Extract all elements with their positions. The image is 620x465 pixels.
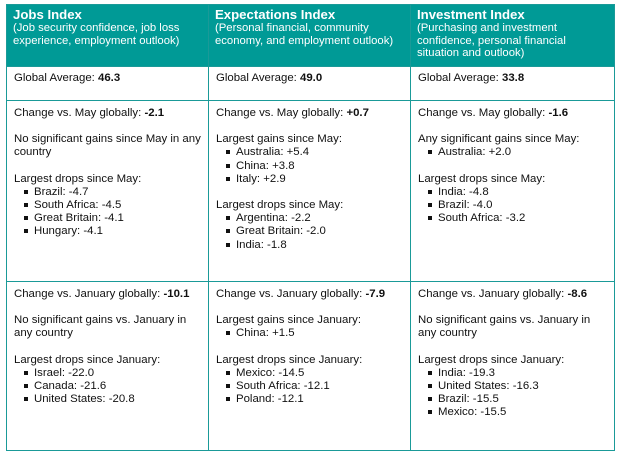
list-item: Israel: -22.0 bbox=[23, 367, 202, 380]
expectations-average-cell: Global Average: 49.0 bbox=[208, 66, 411, 101]
jobs-index-header: Jobs Index (Job security confidence, job… bbox=[6, 4, 209, 67]
expectations-january-cell: Change vs. January globally: -7.9 Largest… bbox=[208, 281, 411, 451]
gains-text: No significant gains vs. January in any … bbox=[418, 314, 591, 340]
list-item: China: +1.5 bbox=[225, 327, 404, 340]
list-item: South Africa: -4.5 bbox=[23, 199, 202, 212]
change-value: -2.1 bbox=[144, 107, 165, 119]
list-item: Canada: -21.6 bbox=[23, 380, 202, 393]
index-title: Investment Index bbox=[417, 7, 525, 22]
average-label: Global Average: bbox=[14, 72, 99, 84]
index-title: Expectations Index bbox=[215, 7, 336, 22]
investment-may-cell: Change vs. May globally: -1.6 Any signifi… bbox=[410, 100, 615, 282]
drops-title: Largest drops since January: bbox=[14, 353, 161, 366]
list-item: Italy: +2.9 bbox=[225, 173, 404, 186]
change-value: +0.7 bbox=[346, 107, 369, 119]
list-item: Mexico: -15.5 bbox=[427, 406, 608, 419]
drops-title: Largest drops since January: bbox=[216, 353, 363, 366]
average-value: 33.8 bbox=[502, 72, 525, 84]
change-vs-january-row: Change vs. January globally: -10.1 No sig… bbox=[6, 281, 615, 451]
change-line: Change vs. January globally: -7.9 bbox=[216, 288, 404, 301]
list-item: Brazil: -15.5 bbox=[427, 393, 608, 406]
list-item: Brazil: -4.7 bbox=[23, 186, 202, 199]
change-label: Change vs. May globally: bbox=[216, 107, 347, 119]
drops-title: Largest drops since May: bbox=[14, 172, 142, 185]
average-value: 49.0 bbox=[300, 72, 323, 84]
change-vs-may-row: Change vs. May globally: -2.1 No signific… bbox=[6, 100, 615, 282]
change-line: Change vs. May globally: +0.7 bbox=[216, 107, 404, 120]
drops-title: Largest drops since January: bbox=[418, 353, 565, 366]
change-value: -1.6 bbox=[548, 107, 569, 119]
drops-list: India: -19.3 United States: -16.3 Brazil: … bbox=[418, 367, 608, 420]
jobs-january-cell: Change vs. January globally: -10.1 No sig… bbox=[6, 281, 209, 451]
list-item: China: +3.8 bbox=[225, 160, 404, 173]
index-summary-table: Jobs Index (Job security confidence, job… bbox=[6, 4, 615, 451]
jobs-average-cell: Global Average: 46.3 bbox=[6, 66, 209, 101]
change-label: Change vs. January globally: bbox=[418, 288, 568, 300]
gains-text: Largest gains since January: bbox=[216, 314, 361, 327]
drops-list: India: -4.8 Brazil: -4.0 South Africa: -3.… bbox=[418, 186, 608, 226]
change-line: Change vs. May globally: -2.1 bbox=[14, 107, 202, 120]
list-item: Argentina: -2.2 bbox=[225, 212, 404, 225]
drops-title: Largest drops since May: bbox=[418, 172, 546, 185]
global-average-row: Global Average: 46.3 Global Average: 49.… bbox=[6, 66, 615, 101]
list-item: Poland: -12.1 bbox=[225, 393, 404, 406]
list-item: Australia: +2.0 bbox=[427, 146, 608, 159]
list-item: South Africa: -3.2 bbox=[427, 212, 608, 225]
drops-list: Israel: -22.0 Canada: -21.6 United States:… bbox=[14, 367, 202, 407]
gains-text: Largest gains since May: bbox=[216, 133, 342, 146]
header-row: Jobs Index (Job security confidence, job… bbox=[6, 4, 615, 67]
jobs-may-cell: Change vs. May globally: -2.1 No signific… bbox=[6, 100, 209, 282]
list-item: Mexico: -14.5 bbox=[225, 367, 404, 380]
index-subtitle: (Purchasing and investment confidence, p… bbox=[417, 22, 566, 60]
drops-list: Argentina: -2.2 Great Britain: -2.0 India:… bbox=[216, 212, 404, 252]
change-value: -8.6 bbox=[567, 288, 588, 300]
change-value: -10.1 bbox=[163, 288, 190, 300]
change-label: Change vs. May globally: bbox=[14, 107, 145, 119]
list-item: South Africa: -12.1 bbox=[225, 380, 404, 393]
change-value: -7.9 bbox=[365, 288, 386, 300]
investment-january-cell: Change vs. January globally: -8.6 No sign… bbox=[410, 281, 615, 451]
index-title: Jobs Index bbox=[13, 7, 82, 22]
gains-list: Australia: +5.4 China: +3.8 Italy: +2.9 bbox=[216, 146, 404, 186]
gains-text: No significant gains since May in any co… bbox=[14, 133, 201, 159]
gains-text: No significant gains vs. January in any … bbox=[14, 314, 187, 340]
change-line: Change vs. May globally: -1.6 bbox=[418, 107, 608, 120]
list-item: Hungary: -4.1 bbox=[23, 225, 202, 238]
change-line: Change vs. January globally: -10.1 bbox=[14, 288, 202, 301]
change-label: Change vs. May globally: bbox=[418, 107, 549, 119]
drops-list: Mexico: -14.5 South Africa: -12.1 Poland: … bbox=[216, 367, 404, 407]
drops-list: Brazil: -4.7 South Africa: -4.5 Great Brit… bbox=[14, 186, 202, 239]
expectations-index-header: Expectations Index (Personal financial, … bbox=[208, 4, 411, 67]
list-item: United States: -16.3 bbox=[427, 380, 608, 393]
gains-text: Any significant gains since May: bbox=[418, 133, 580, 146]
index-subtitle: (Job security confidence, job loss exper… bbox=[13, 22, 180, 47]
change-label: Change vs. January globally: bbox=[216, 288, 366, 300]
gains-list: China: +1.5 bbox=[216, 327, 404, 340]
average-label: Global Average: bbox=[216, 72, 301, 84]
list-item: India: -4.8 bbox=[427, 186, 608, 199]
average-label: Global Average: bbox=[418, 72, 503, 84]
gains-list: Australia: +2.0 bbox=[418, 146, 608, 159]
index-subtitle: (Personal financial, community economy, … bbox=[215, 22, 394, 47]
list-item: India: -1.8 bbox=[225, 239, 404, 252]
drops-title: Largest drops since May: bbox=[216, 199, 344, 212]
average-value: 46.3 bbox=[98, 72, 121, 84]
list-item: Australia: +5.4 bbox=[225, 146, 404, 159]
investment-index-header: Investment Index (Purchasing and investm… bbox=[410, 4, 615, 67]
list-item: United States: -20.8 bbox=[23, 393, 202, 406]
list-item: India: -19.3 bbox=[427, 367, 608, 380]
change-line: Change vs. January globally: -8.6 bbox=[418, 288, 608, 301]
list-item: Brazil: -4.0 bbox=[427, 199, 608, 212]
list-item: Great Britain: -4.1 bbox=[23, 212, 202, 225]
expectations-may-cell: Change vs. May globally: +0.7 Largest gai… bbox=[208, 100, 411, 282]
change-label: Change vs. January globally: bbox=[14, 288, 164, 300]
list-item: Great Britain: -2.0 bbox=[225, 225, 404, 238]
investment-average-cell: Global Average: 33.8 bbox=[410, 66, 615, 101]
